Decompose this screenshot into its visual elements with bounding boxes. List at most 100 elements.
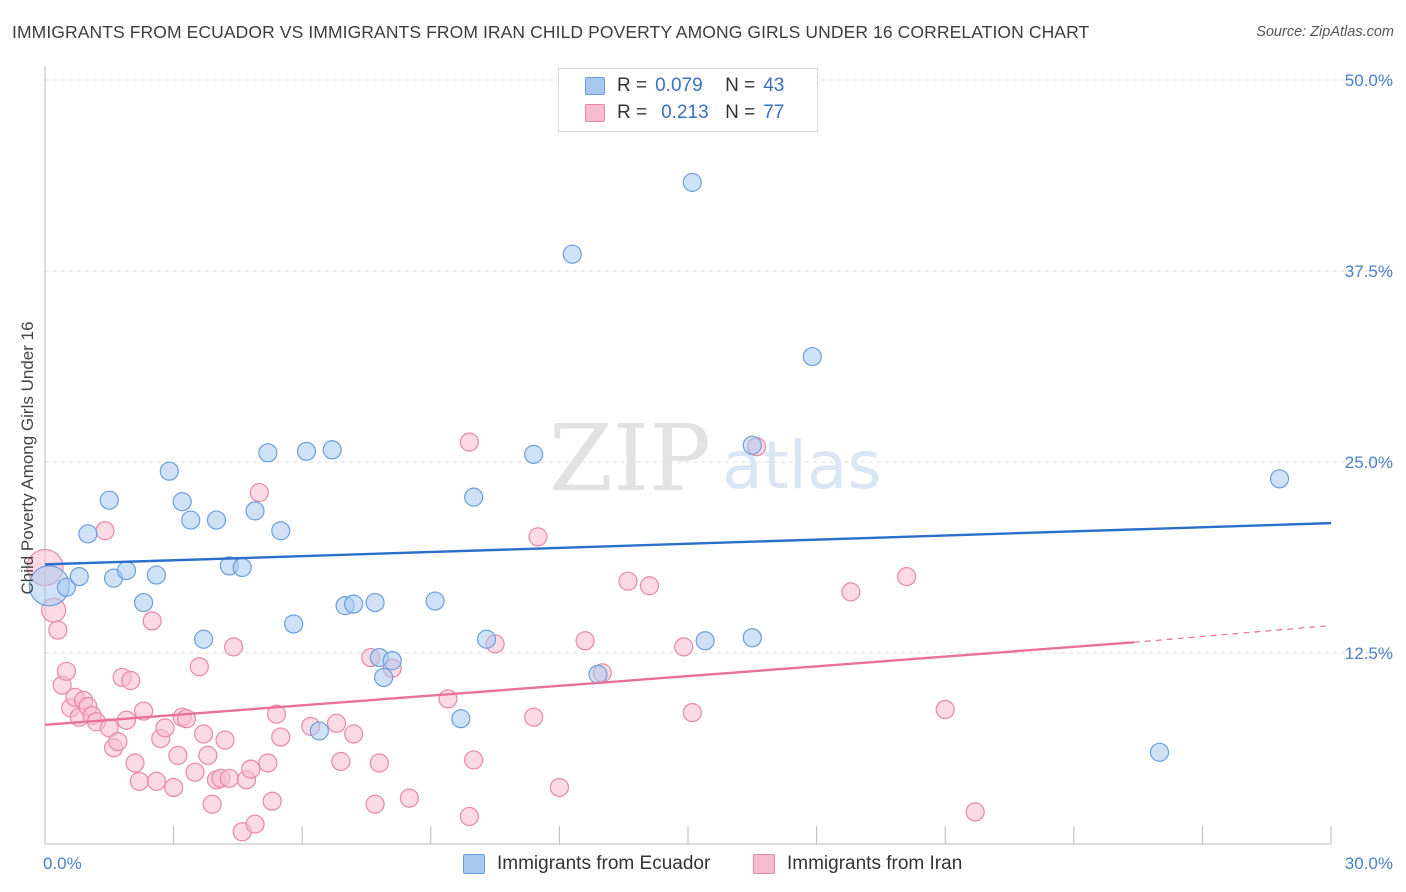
ecuador-point-3 (78, 524, 98, 544)
ecuador-point-41 (1149, 742, 1170, 762)
iran-point-15 (108, 732, 128, 752)
ecuador-point-6 (116, 560, 137, 581)
iran-point-12 (95, 521, 115, 541)
ecuador-point-11 (181, 510, 201, 530)
iran-point-73 (841, 582, 861, 602)
ecuador-point-25 (365, 592, 385, 613)
iran-point-23 (146, 771, 167, 791)
source-label: Source: ZipAtlas.com (1256, 24, 1394, 40)
iran-point-33 (198, 745, 218, 765)
iran-point-25 (155, 718, 175, 738)
ecuador-point-18 (271, 521, 291, 541)
iran-point-70 (674, 637, 694, 657)
y-axis-label: Child Poverty Among Girls Under 16 (18, 321, 37, 594)
ecuador-point-36 (682, 172, 702, 192)
y-tick-label-2: 37.5% (1345, 262, 1393, 281)
iran-point-21 (133, 701, 154, 721)
ecuador-point-4 (99, 490, 119, 510)
ecuador-point-10 (172, 492, 192, 512)
ecuador-point-24 (344, 594, 364, 614)
iran-point-54 (365, 794, 385, 814)
x-tick-label-1: 30.0% (1345, 854, 1393, 873)
legend-r-label-ecuador: R = (617, 75, 648, 96)
ecuador-point-20 (296, 441, 317, 461)
ecuador-point-40 (802, 346, 822, 367)
ecuador-point-29 (425, 591, 445, 611)
iran-point-65 (549, 777, 570, 798)
iran-point-22 (142, 611, 162, 631)
bottom-legend-swatch-iran (753, 854, 775, 874)
bottom-legend-ecuador: Immigrants from Ecuador (463, 852, 710, 876)
tick-labels: 12.5% 25.0% 37.5% 50.0% 0.0% 30.0% (43, 71, 1393, 873)
chart-title: IMMIGRANTS FROM ECUADOR VS IMMIGRANTS FR… (12, 22, 1090, 42)
legend-r-value-ecuador: 0.079 (655, 75, 703, 96)
iran-point-75 (935, 699, 955, 720)
ecuador-point-35 (588, 664, 608, 684)
ecuador-point-30 (451, 709, 471, 729)
iran-point-34 (202, 794, 222, 814)
ecuador-point-31 (464, 487, 484, 507)
bottom-legend-iran: Immigrants from Iran (753, 852, 962, 876)
iran-point-76 (965, 802, 985, 822)
ecuador-point-39 (742, 628, 762, 648)
iran-point-64 (528, 527, 548, 547)
legend-row-ecuador: R = 0.079 N = 43 (585, 74, 784, 98)
legend-n-label-ecuador: N = (725, 75, 756, 96)
ecuador-point-19 (284, 614, 304, 634)
ecuador-trend-line (44, 521, 1332, 566)
iran-point-27 (168, 745, 188, 765)
iran-point-37 (215, 730, 235, 750)
x-tick-label-0: 0.0% (43, 854, 82, 873)
iran-point-52 (344, 724, 364, 744)
y-tick-label-1: 25.0% (1345, 453, 1393, 472)
iran-point-31 (189, 657, 209, 677)
y-tick-label-0: 12.5% (1345, 644, 1393, 663)
ecuador-point-22 (322, 440, 342, 460)
iran-point-20 (129, 771, 149, 791)
ecuador-point-42 (1269, 469, 1290, 489)
iran-point-47 (266, 704, 287, 724)
iran-point-51 (331, 751, 351, 772)
iran-point-45 (258, 753, 278, 773)
ecuador-point-2 (69, 566, 89, 587)
iran-point-46 (262, 791, 282, 811)
legend-n-value-ecuador: 43 (763, 75, 785, 96)
ecuador-point-13 (206, 510, 227, 530)
legend-r-value-iran: 0.213 (661, 102, 709, 123)
iran-point-55 (369, 753, 389, 773)
legend-n-label-iran: N = (725, 102, 756, 123)
ecuador-point-21 (309, 721, 329, 741)
ecuador-point-32 (476, 629, 497, 649)
ecuador-point-34 (562, 244, 582, 264)
iran-point-68 (618, 571, 638, 591)
bottom-legend-label-iran: Immigrants from Iran (787, 853, 963, 874)
ecuador-point-15 (232, 557, 252, 578)
ecuador-point-12 (194, 629, 214, 649)
iran-point-43 (245, 814, 265, 834)
iran-point-42 (241, 759, 261, 779)
iran-point-4 (56, 661, 77, 681)
ecuador-point-16 (245, 501, 265, 521)
iran-point-39 (224, 637, 244, 657)
iran-point-48 (271, 727, 291, 747)
iran-point-59 (459, 432, 479, 452)
iran-point-71 (682, 702, 702, 723)
iran-point-61 (464, 750, 484, 770)
watermark-zip: ZIP (549, 405, 711, 512)
legend-row-iran: R = 0.213 N = 77 (585, 101, 784, 125)
iran-point-18 (121, 670, 141, 691)
ecuador-point-27 (374, 667, 394, 688)
ecuador-point-17 (258, 443, 278, 463)
iran-point-74 (897, 566, 917, 587)
ecuador-point-9 (159, 461, 179, 481)
iran-point-30 (185, 762, 205, 782)
iran-trend-line (44, 641, 1134, 727)
ecuador-point-33 (524, 444, 544, 464)
iran-point-19 (125, 753, 145, 773)
legend-n-value-iran: 77 (763, 102, 785, 123)
ecuador-point-8 (146, 565, 167, 585)
iran-point-44 (249, 482, 269, 503)
iran-point-57 (399, 788, 419, 808)
iran-point-63 (524, 707, 544, 727)
